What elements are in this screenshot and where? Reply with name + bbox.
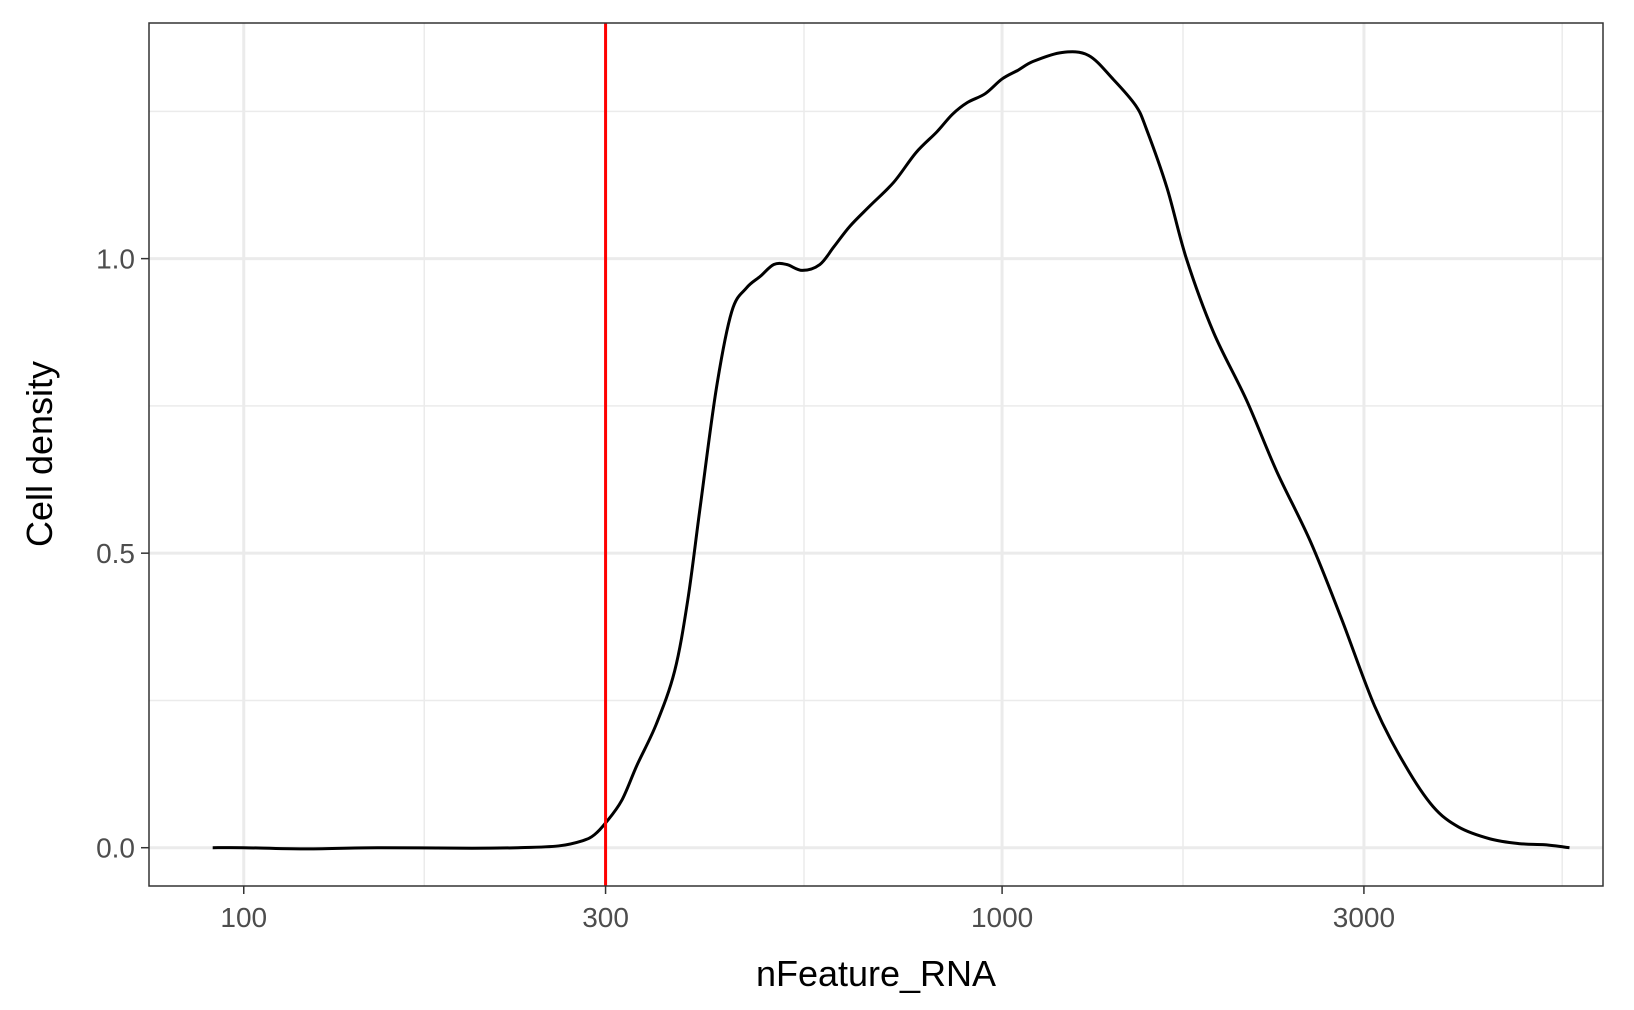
- x-tick-label: 300: [582, 902, 629, 933]
- density-line: [212, 50, 1570, 851]
- y-axis-title: Cell density: [19, 361, 60, 547]
- y-tick-label: 0.5: [96, 538, 135, 569]
- y-axis: 0.0 0.5 1.0: [96, 244, 149, 864]
- x-axis: 100 300 1000 3000: [220, 886, 1395, 933]
- x-tick-label: 3000: [1333, 902, 1395, 933]
- y-tick-label: 0.0: [96, 833, 135, 864]
- x-axis-title: nFeature_RNA: [756, 953, 996, 994]
- x-tick-label: 100: [220, 902, 267, 933]
- y-tick-label: 1.0: [96, 244, 135, 275]
- minor-gridlines: [149, 23, 1603, 886]
- panel-border: [148, 22, 1604, 887]
- plot-panel: [149, 23, 1603, 886]
- density-series: [212, 50, 1570, 851]
- x-tick-label: 1000: [971, 902, 1033, 933]
